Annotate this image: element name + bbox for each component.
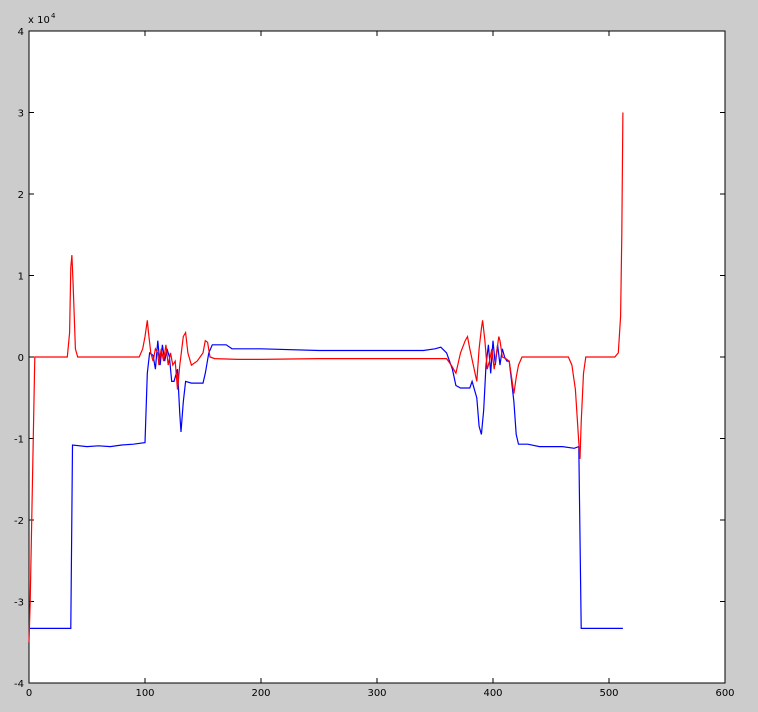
axes-layer: 0 100 200 300 400 500 600 -4 -3 -2 -1 0 1 2 3 4 — [14, 27, 735, 699]
series-layer — [28, 112, 624, 643]
x-tick-label: 200 — [251, 688, 270, 699]
y-tick-label: -3 — [14, 598, 24, 609]
x-tick-label: 100 — [135, 688, 154, 699]
y-tick-label: -1 — [14, 435, 24, 446]
x-tick-label: 300 — [367, 688, 386, 699]
y-tick-label: 0 — [18, 353, 24, 364]
y-tick-label: -4 — [14, 679, 24, 690]
series-line-2 — [28, 112, 624, 643]
x-tick-label: 0 — [26, 688, 32, 699]
y-tick-label: 4 — [18, 27, 24, 38]
x-tick-label: 600 — [715, 688, 734, 699]
y-tick-label: 1 — [18, 272, 24, 283]
y-tick-label: -2 — [14, 516, 24, 527]
x-tick-label: 500 — [599, 688, 618, 699]
series-line-1 — [29, 340, 623, 630]
x-tick-label: 400 — [483, 688, 502, 699]
y-exponent-base: x 10 — [28, 15, 50, 26]
y-tick-label: 3 — [18, 109, 24, 120]
y-exponent-power: 4 — [51, 12, 56, 20]
y-tick-label: 2 — [18, 190, 24, 201]
